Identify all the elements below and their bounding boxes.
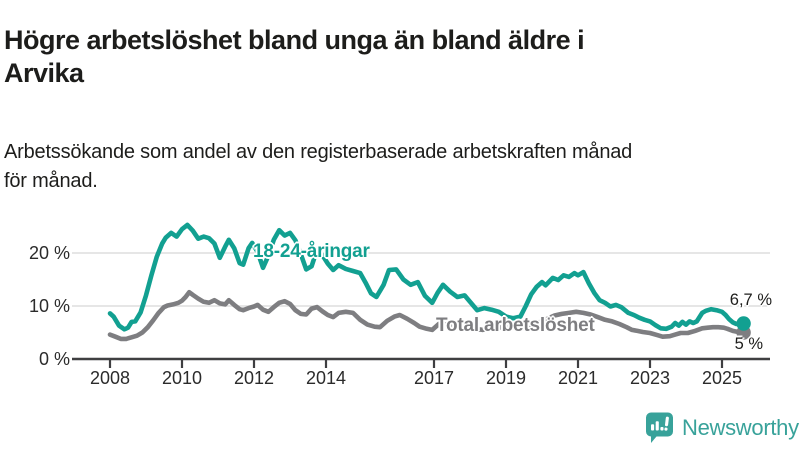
series-end-dot-18-24-åringar <box>736 316 751 331</box>
newsworthy-logo-icon <box>646 412 673 443</box>
y-tick-label-20: 20 % <box>29 243 70 263</box>
title-line-1: Högre arbetslöshet bland unga än bland ä… <box>4 25 585 56</box>
subtitle-line-1: Arbetssökande som andel av den registerb… <box>4 141 633 163</box>
x-tick-label-2014: 2014 <box>306 368 346 388</box>
subtitle-line-2: för månad. <box>4 170 98 192</box>
page-title: Högre arbetslöshet bland unga än bland ä… <box>4 24 784 90</box>
series-line-total-arbetslöshet <box>107 289 746 342</box>
end-value-label-total: 5 % <box>734 335 763 353</box>
y-tick-label-10: 10 % <box>29 296 70 316</box>
end-value-label-youth: 6,7 % <box>729 291 772 309</box>
x-tick-label-2025: 2025 <box>702 368 742 388</box>
x-tick-label-2019: 2019 <box>486 368 526 388</box>
x-tick-label-2017: 2017 <box>414 368 454 388</box>
x-tick-label-2023: 2023 <box>630 368 670 388</box>
x-tick-label-2012: 2012 <box>234 368 274 388</box>
y-tick-label-0: 0 % <box>39 349 70 369</box>
x-tick-label-2010: 2010 <box>162 368 202 388</box>
series-line-18-24-åringar <box>107 222 746 332</box>
series-label-total: Total arbetslöshet <box>436 315 595 336</box>
newsworthy-logo-text: Newsworthy <box>682 414 799 440</box>
series-label-youth: 18-24-åringar <box>253 241 370 262</box>
chart-subtitle: Arbetssökande som andel av den registerb… <box>4 138 784 196</box>
x-tick-label-2021: 2021 <box>558 368 598 388</box>
x-tick-label-2008: 2008 <box>90 368 130 388</box>
newsworthy-logo[interactable]: Newsworthy <box>644 411 799 444</box>
title-line-2: Arvika <box>4 58 84 89</box>
